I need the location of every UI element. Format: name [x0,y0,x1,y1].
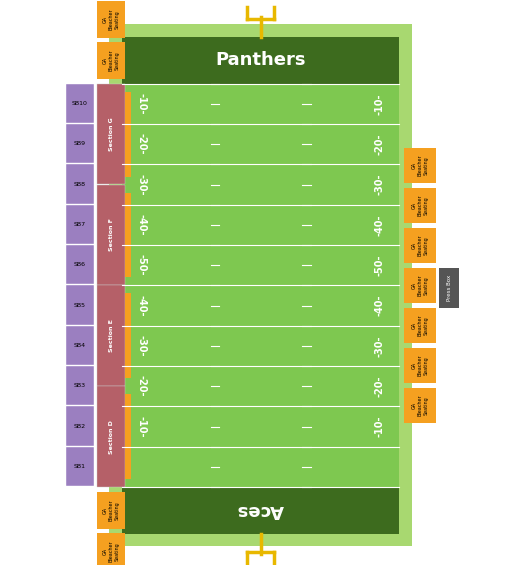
Bar [98,285,124,386]
Bar [404,308,436,343]
Bar [66,407,93,445]
Text: -20-: -20- [136,133,146,155]
Text: SB10: SB10 [72,101,88,106]
Bar [124,92,131,176]
Bar [66,326,93,365]
Text: -40-: -40- [375,214,385,235]
Text: SB8: SB8 [74,182,86,187]
Bar [98,42,124,79]
Text: -40-: -40- [136,214,146,235]
Text: SB9: SB9 [74,142,86,146]
Bar [98,184,124,285]
Bar [98,492,124,529]
Text: -50-: -50- [136,255,146,276]
Bar [66,245,93,284]
Text: SB5: SB5 [74,303,86,307]
Text: GA
Bleacher
Seating: GA Bleacher Seating [103,9,119,30]
Text: -30-: -30- [375,174,385,195]
Bar [404,228,436,263]
Text: GA
Bleacher
Seating: GA Bleacher Seating [412,235,428,256]
Text: GA
Bleacher
Seating: GA Bleacher Seating [412,195,428,216]
Text: SB4: SB4 [74,343,86,348]
Bar [404,348,436,383]
Bar [98,84,124,184]
Bar [98,533,124,570]
Text: Panthers: Panthers [215,52,306,70]
Bar [404,387,436,423]
Text: -50-: -50- [375,255,385,276]
Text: Section E: Section E [109,320,113,352]
Bar [66,285,93,325]
Text: -30-: -30- [136,335,146,357]
Text: Aces: Aces [237,501,284,519]
Text: -10-: -10- [375,93,385,115]
Text: -20-: -20- [375,375,385,397]
Bar [98,386,124,487]
Bar [124,394,131,479]
Text: -40-: -40- [375,295,385,316]
Text: SB7: SB7 [74,222,86,227]
Bar [122,37,400,534]
Bar [404,148,436,183]
Text: GA
Bleacher
Seating: GA Bleacher Seating [103,541,119,562]
Text: GA
Bleacher
Seating: GA Bleacher Seating [412,354,428,376]
Text: Press Box: Press Box [447,275,452,301]
Text: SB2: SB2 [74,423,86,429]
Bar [404,268,436,303]
Text: Section D: Section D [109,420,113,454]
Bar [66,574,93,580]
Bar [122,37,400,84]
Bar [66,164,93,204]
Bar [66,84,93,123]
Bar [66,366,93,405]
Text: Section F: Section F [109,219,113,251]
Text: GA
Bleacher
Seating: GA Bleacher Seating [412,314,428,336]
Bar [66,124,93,164]
Text: -10-: -10- [375,416,385,437]
Bar [66,447,93,486]
Text: -20-: -20- [375,133,385,155]
Bar [66,205,93,244]
Text: GA
Bleacher
Seating: GA Bleacher Seating [412,155,428,176]
Bar [109,24,412,546]
Bar [439,268,459,308]
Bar [98,1,124,38]
Text: SB6: SB6 [74,262,86,267]
Text: GA
Bleacher
Seating: GA Bleacher Seating [412,394,428,416]
Bar [122,487,400,534]
Text: -30-: -30- [375,335,385,357]
Text: -10-: -10- [136,416,146,437]
Text: GA
Bleacher
Seating: GA Bleacher Seating [412,274,428,296]
Text: -30-: -30- [136,174,146,195]
Text: SB3: SB3 [74,383,86,388]
Text: -10-: -10- [136,93,146,115]
Text: Section G: Section G [109,117,113,151]
Text: -40-: -40- [136,295,146,316]
Text: GA
Bleacher
Seating: GA Bleacher Seating [103,49,119,71]
Text: SB1: SB1 [74,464,86,469]
Text: GA
Bleacher
Seating: GA Bleacher Seating [103,499,119,521]
Bar [404,188,436,223]
Text: -20-: -20- [136,375,146,397]
Bar [124,193,131,277]
Bar [124,293,131,378]
